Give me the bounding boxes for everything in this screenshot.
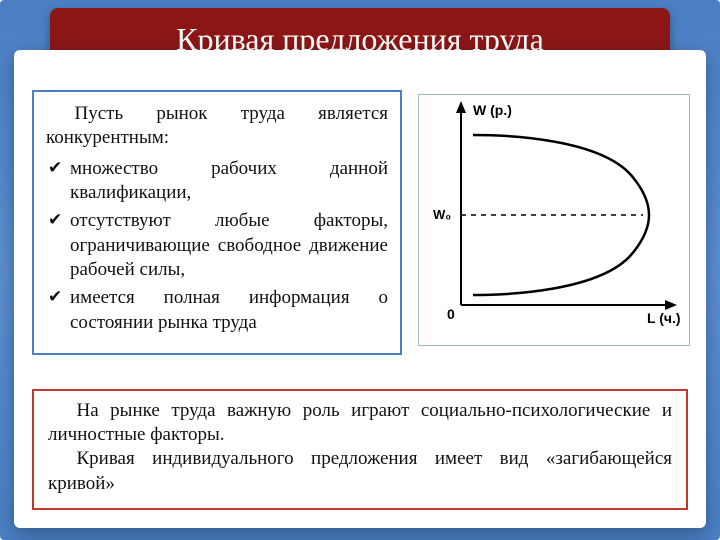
bottom-paragraph-2: Кривая индивидуального предложения имеет… — [48, 447, 672, 496]
x-axis-arrow — [665, 300, 677, 310]
content-panel: Пусть рынок труда является конкурентным:… — [14, 50, 706, 528]
supply-curve-chart: W (р.) L (ч.) 0 W₀ — [418, 94, 690, 346]
bottom-paragraph-1: На рынке труда важную роль играют социал… — [48, 399, 672, 448]
list-item: множество рабочих данной квалификации, — [46, 157, 388, 206]
w0-label: W₀ — [433, 207, 451, 222]
y-axis-arrow — [456, 101, 466, 113]
list-item: имеется полная информация о состоянии ры… — [46, 286, 388, 335]
bottom-text-box: На рынке труда важную роль играют социал… — [32, 389, 688, 510]
chart-svg: W (р.) L (ч.) 0 W₀ — [419, 95, 691, 347]
origin-label: 0 — [447, 306, 455, 322]
slide-root: Пусть рынок труда является конкурентным:… — [0, 0, 720, 540]
list-item: отсутствуют любые факторы, ограничивающи… — [46, 209, 388, 282]
y-axis-label: W (р.) — [473, 102, 512, 118]
bullet-list: множество рабочих данной квалификации, о… — [46, 157, 388, 335]
x-axis-label: L (ч.) — [647, 310, 681, 326]
intro-paragraph: Пусть рынок труда является конкурентным: — [46, 102, 388, 151]
top-text-box: Пусть рынок труда является конкурентным:… — [32, 90, 402, 355]
